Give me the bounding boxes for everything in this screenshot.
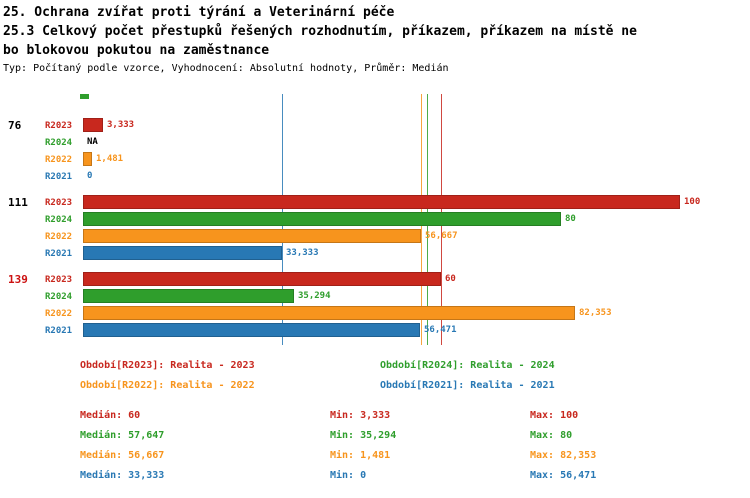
series-label-r2022: R2022 <box>45 309 73 319</box>
stat-max-r2024: Max: 80 <box>530 430 573 441</box>
chart-subtitle: Typ: Počítaný podle vzorce, Vyhodnocení:… <box>3 63 449 74</box>
chart-stats: Medián: 60 Min: 3,333 Max: 100 Medián: 57,6… <box>0 410 750 494</box>
series-label-r2023: R2023 <box>45 121 73 131</box>
stat-max-r2023: Max: 100 <box>530 410 579 421</box>
bar-value-label: 1,481 <box>96 154 124 164</box>
bar-r2024 <box>83 212 561 226</box>
series-label-r2022: R2022 <box>45 155 73 165</box>
series-label-r2024: R2024 <box>45 292 73 302</box>
chart-title-line1: 25. Ochrana zvířat proti týrání a Veteri… <box>3 5 395 20</box>
bar-value-label: 80 <box>565 214 576 224</box>
bar-value-label: 100 <box>684 197 701 207</box>
series-label-r2023: R2023 <box>45 275 73 285</box>
stat-max-r2021: Max: 56,471 <box>530 470 597 481</box>
group-label: 111 <box>8 196 28 209</box>
group-label: 139 <box>8 273 28 286</box>
bar-r2023 <box>83 195 680 209</box>
series-label-r2023: R2023 <box>45 198 73 208</box>
bar-r2023 <box>83 118 103 132</box>
bar-r2023 <box>83 272 441 286</box>
bar-r2021 <box>83 323 420 337</box>
bar-value-label: NA <box>87 137 98 147</box>
chart-header: 25. Ochrana zvířat proti týrání a Veteri… <box>3 3 747 74</box>
chart-area: 76 R2023 3,333 R2024 NA R2022 1,481 R2021 0 111 R2… <box>0 94 750 345</box>
bar-r2022 <box>83 229 421 243</box>
bar-value-label: 35,294 <box>298 291 331 301</box>
bar-value-label: 33,333 <box>286 248 319 258</box>
series-label-r2024: R2024 <box>45 215 73 225</box>
legend-item-r2023: Období[R2023]: Realita - 2023 <box>80 360 255 371</box>
bar-r2022 <box>83 306 575 320</box>
legend-item-r2022: Období[R2022]: Realita - 2022 <box>80 380 255 391</box>
bar-value-label: 60 <box>445 274 456 284</box>
series-label-r2022: R2022 <box>45 232 73 242</box>
bar-r2022 <box>83 152 92 166</box>
chart-legend: Období[R2023]: Realita - 2023 Období[R202… <box>0 360 750 404</box>
bar-value-label: 0 <box>87 171 93 181</box>
bar-r2021 <box>83 246 282 260</box>
series-label-r2021: R2021 <box>45 326 73 336</box>
stat-median-r2021: Medián: 33,333 <box>80 470 165 481</box>
group-label: 76 <box>8 119 22 132</box>
bar-value-label: 56,667 <box>425 231 458 241</box>
bar-value-label: 82,353 <box>579 308 612 318</box>
legend-item-r2021: Období[R2021]: Realita - 2021 <box>380 380 555 391</box>
stat-median-r2024: Medián: 57,647 <box>80 430 165 441</box>
series-label-r2024: R2024 <box>45 138 73 148</box>
stat-max-r2022: Max: 82,353 <box>530 450 597 461</box>
bar-r2024 <box>83 289 294 303</box>
bar-value-label: 3,333 <box>107 120 135 130</box>
stat-min-r2022: Min: 1,481 <box>330 450 391 461</box>
chart-title-line2: 25.3 Celkový počet přestupků řešených ro… <box>3 24 637 39</box>
stat-min-r2024: Min: 35,294 <box>330 430 397 441</box>
chart-title-line3: bo blokovou pokutou na zaměstnance <box>3 43 270 58</box>
stat-median-r2023: Medián: 60 <box>80 410 141 421</box>
legend-item-r2024: Období[R2024]: Realita - 2024 <box>380 360 555 371</box>
stat-median-r2022: Medián: 56,667 <box>80 450 165 461</box>
series-label-r2021: R2021 <box>45 172 73 182</box>
stat-min-r2023: Min: 3,333 <box>330 410 391 421</box>
axis-origin-marker <box>80 94 89 99</box>
series-label-r2021: R2021 <box>45 249 73 259</box>
stat-min-r2021: Min: 0 <box>330 470 367 481</box>
bar-value-label: 56,471 <box>424 325 457 335</box>
